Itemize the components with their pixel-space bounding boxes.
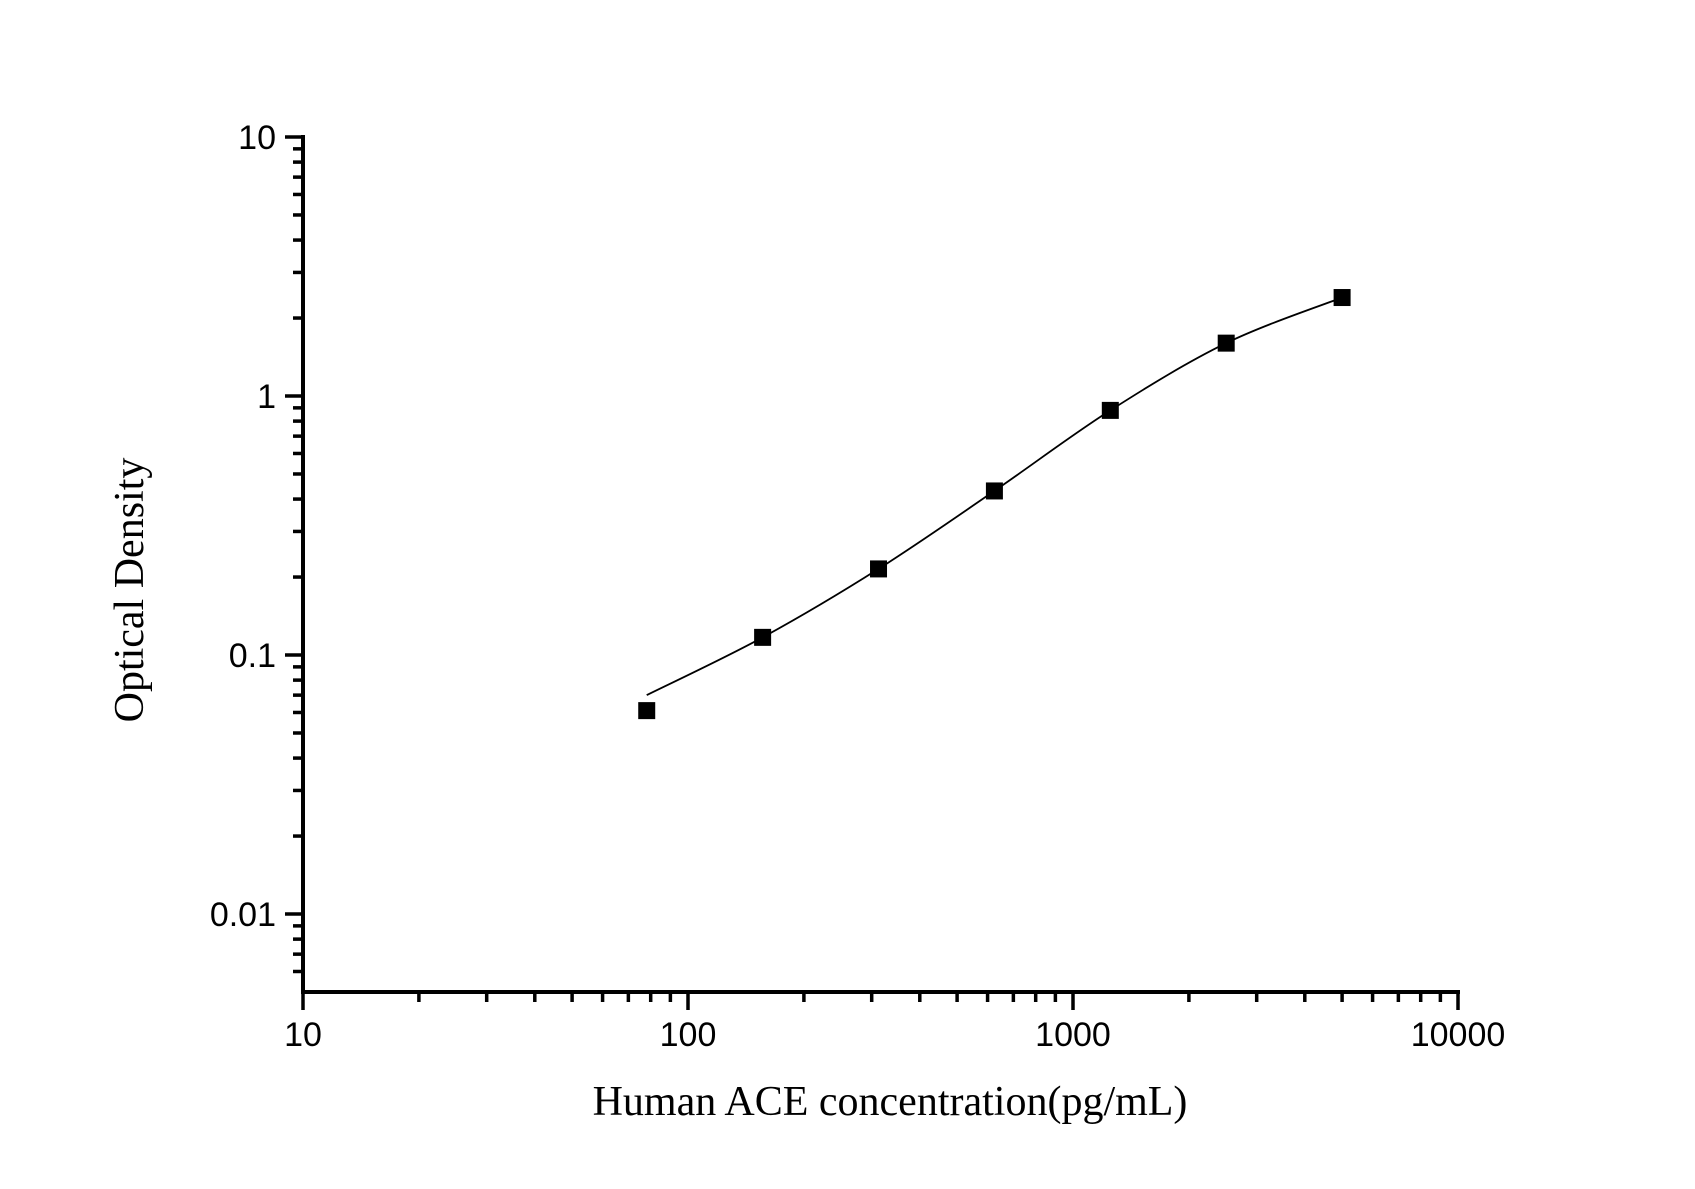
x-axis-title: Human ACE concentration(pg/mL) — [592, 1079, 1188, 1125]
data-point-marker — [985, 482, 1003, 500]
y-tick-label: 0.1 — [229, 637, 276, 675]
data-point-marker — [1217, 334, 1235, 352]
x-tick-label: 1000 — [1035, 1016, 1111, 1054]
data-point-marker — [638, 702, 656, 720]
data-point-marker — [870, 560, 888, 578]
data-point-marker — [1101, 401, 1119, 419]
y-tick-label: 0.01 — [210, 896, 276, 934]
data-point-marker — [1333, 289, 1351, 307]
y-axis-title: Optical Density — [107, 457, 153, 723]
y-tick-label: 10 — [238, 119, 276, 157]
x-tick-label: 10000 — [1411, 1016, 1506, 1054]
x-tick-label: 100 — [660, 1016, 717, 1054]
y-tick-label: 1 — [257, 378, 276, 416]
data-point-marker — [754, 628, 772, 646]
x-tick-label: 10 — [284, 1016, 322, 1054]
